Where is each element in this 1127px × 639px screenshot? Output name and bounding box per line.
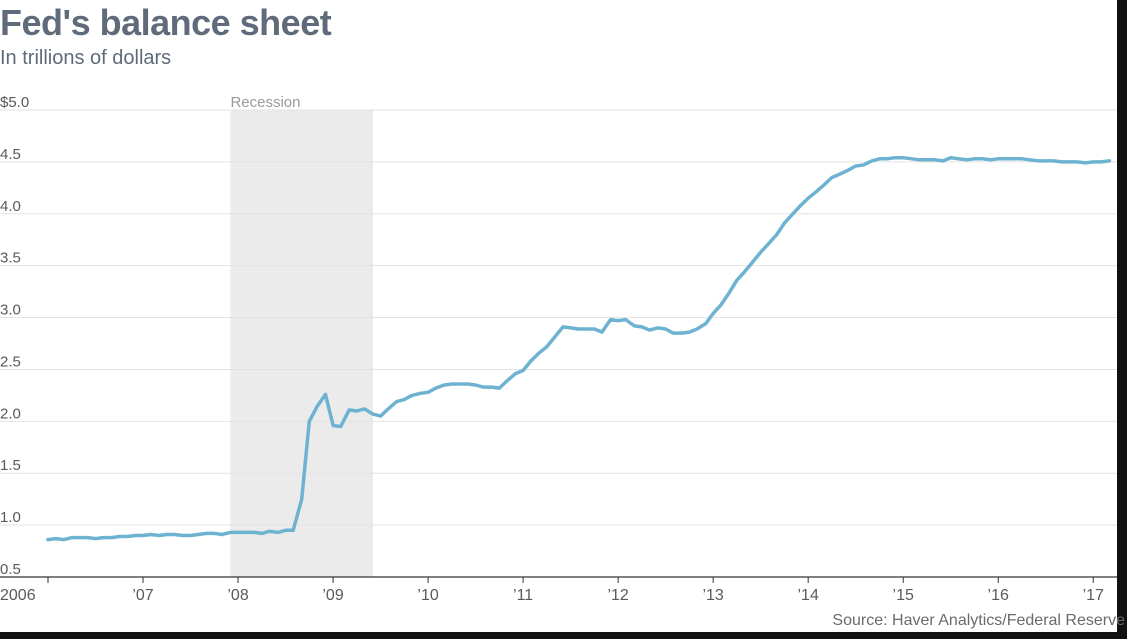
x-tick-label: ’17 — [1083, 587, 1104, 604]
x-tick-label: ’11 — [513, 587, 533, 604]
x-tick-label: ’08 — [227, 587, 248, 604]
y-tick-label: $5.0 — [0, 94, 29, 111]
x-tick-label: ’13 — [702, 587, 723, 604]
x-tick-label: ’07 — [132, 587, 153, 604]
x-tick-label: ’14 — [797, 587, 818, 604]
y-tick-label: 2.5 — [0, 353, 21, 370]
chart-title: Fed's balance sheet — [0, 2, 332, 43]
x-axis-ticks: 2006 ’07 ’08 ’09 ’10 ’11 ’12 ’13 ’14 ’15 ’16 ’17 — [0, 577, 1104, 604]
screen-edge-bottom — [0, 632, 1127, 639]
y-tick-label: 3.5 — [0, 250, 21, 267]
x-tick-label: ’09 — [322, 587, 343, 604]
x-tick-label: 2006 — [0, 587, 36, 604]
source-note: Source: Haver Analytics/Federal Reserve — [832, 612, 1125, 629]
x-tick-label: ’15 — [893, 587, 914, 604]
gridlines — [0, 109, 1117, 578]
screen-edge-right — [1117, 0, 1127, 639]
recession-band — [230, 110, 373, 577]
recession-label: Recession — [230, 94, 300, 111]
series-layer — [46, 155, 1112, 542]
y-tick-label: 1.0 — [0, 509, 21, 526]
y-tick-label: 4.0 — [0, 198, 21, 215]
chart-subtitle: In trillions of dollars — [0, 47, 172, 69]
y-tick-label: 0.5 — [0, 561, 21, 578]
x-tick-label: ’10 — [417, 587, 438, 604]
x-tick-label: ’12 — [607, 587, 628, 604]
y-tick-label: 2.0 — [0, 405, 21, 422]
balance-sheet-line — [46, 155, 1112, 542]
y-tick-label: 3.0 — [0, 302, 21, 319]
y-axis-ticks: 0.5 1.0 1.5 2.0 2.5 3.0 3.5 4.0 4.5 $5.0 — [0, 94, 29, 578]
y-tick-label: 4.5 — [0, 146, 21, 163]
x-tick-label: ’16 — [988, 587, 1009, 604]
y-tick-label: 1.5 — [0, 457, 21, 474]
